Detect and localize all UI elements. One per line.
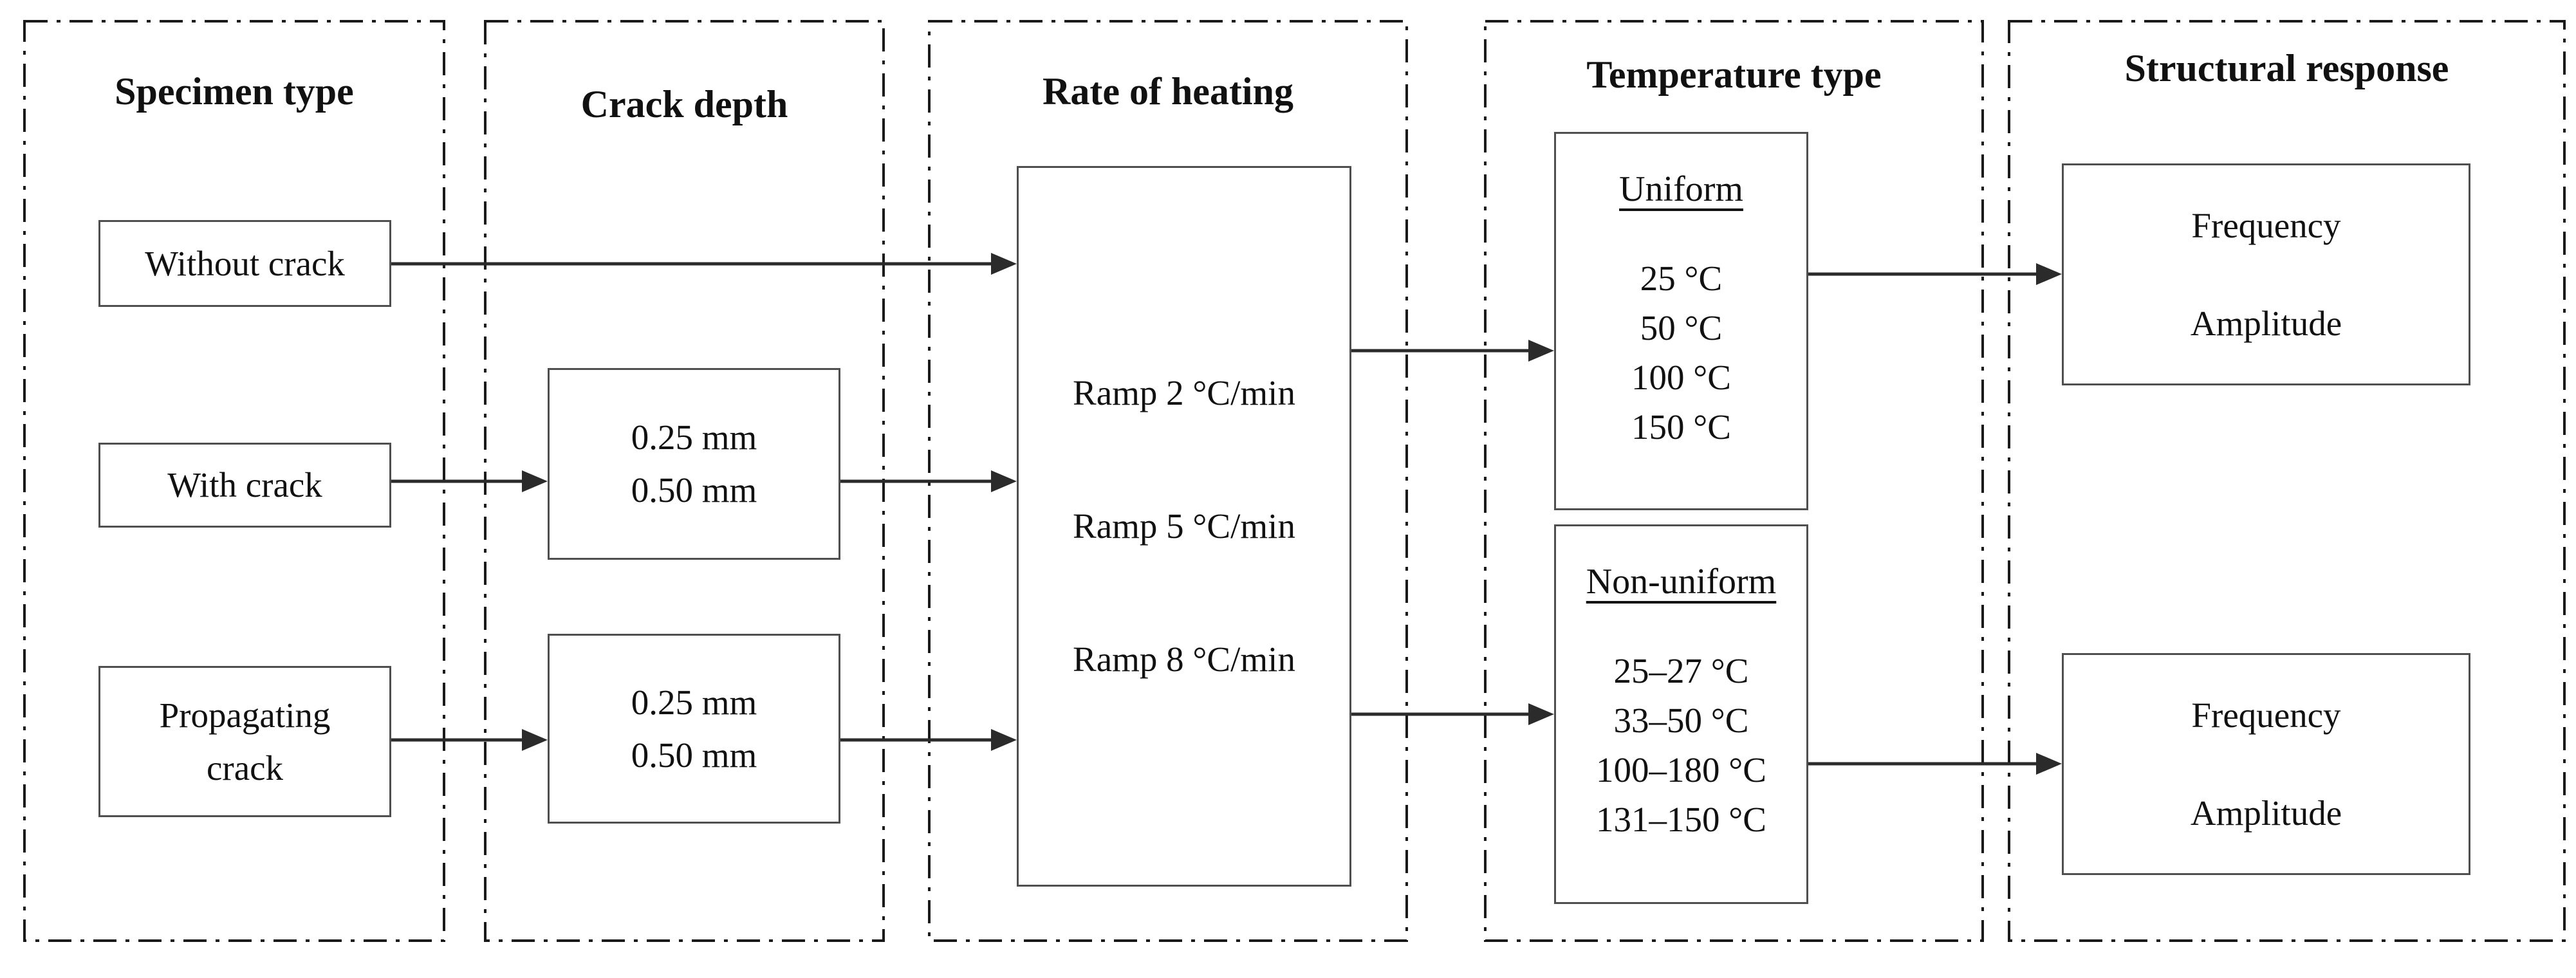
non-uniform-temp-3: 100–180 °C (1596, 750, 1766, 789)
arrowhead-icon (1528, 703, 1554, 725)
response-1-amplitude: Amplitude (2190, 303, 2342, 343)
uniform-temp-100: 100 °C (1631, 358, 1731, 397)
ramp-8-label: Ramp 8 °C/min (1073, 640, 1295, 679)
propagating-crack-box: Propagating crack (98, 666, 391, 817)
response-2-amplitude: Amplitude (2190, 793, 2342, 833)
crack-depth-box-1: 0.25 mm 0.50 mm (548, 368, 840, 560)
propagating-crack-label: Propagating crack (159, 695, 331, 788)
non-uniform-temp-4: 131–150 °C (1596, 800, 1766, 839)
specimen-type-title: Specimen type (115, 70, 354, 113)
rate-of-heating-panel-border (928, 20, 1408, 942)
response-1-frequency: Frequency (2191, 205, 2341, 245)
arrowhead-icon (991, 470, 1017, 492)
response-box-2: Frequency Amplitude (2062, 653, 2470, 875)
arrowhead-icon (522, 470, 548, 492)
non-uniform-heading: Non-uniform (1586, 562, 1777, 602)
without-crack-label: Without crack (145, 243, 345, 283)
non-uniform-temp-1: 25–27 °C (1613, 651, 1749, 690)
arrowhead-icon (522, 729, 548, 751)
ramp-2-label: Ramp 2 °C/min (1073, 373, 1295, 412)
without-crack-box: Without crack (98, 220, 391, 307)
structural-response-title: Structural response (2124, 47, 2449, 89)
non-uniform-temp-2: 33–50 °C (1613, 701, 1749, 740)
crack-depth-2-line-1: 0.25 mm (631, 682, 757, 722)
arrowhead-icon (1528, 340, 1554, 362)
uniform-temp-50: 50 °C (1640, 308, 1723, 347)
arrowhead-icon (2036, 263, 2062, 285)
non-uniform-temperature-box: Non-uniform 25–27 °C 33–50 °C 100–180 °C… (1554, 524, 1808, 904)
with-crack-box: With crack (98, 443, 391, 528)
with-crack-label: With crack (167, 465, 322, 504)
crack-depth-1-line-1: 0.25 mm (631, 418, 757, 457)
uniform-temp-150: 150 °C (1631, 407, 1731, 447)
uniform-heading: Uniform (1619, 169, 1743, 209)
structural-response-panel-border (2008, 20, 2566, 942)
arrowhead-icon (991, 729, 1017, 751)
temperature-type-title: Temperature type (1586, 53, 1882, 96)
crack-depth-box-2: 0.25 mm 0.50 mm (548, 634, 840, 824)
ramp-5-label: Ramp 5 °C/min (1073, 506, 1295, 546)
uniform-temperature-box: Uniform 25 °C 50 °C 100 °C 150 °C (1554, 132, 1808, 510)
crack-depth-1-line-2: 0.50 mm (631, 470, 757, 510)
crack-depth-2-line-2: 0.50 mm (631, 735, 757, 775)
arrowhead-icon (991, 253, 1017, 275)
uniform-temp-25: 25 °C (1640, 259, 1723, 298)
arrowhead-icon (2036, 753, 2062, 775)
response-2-frequency: Frequency (2191, 695, 2341, 735)
response-box-1: Frequency Amplitude (2062, 163, 2470, 385)
rate-of-heating-title: Rate of heating (1042, 70, 1293, 113)
specimen-panel-border (23, 20, 445, 942)
temperature-panel-border (1484, 20, 1984, 942)
crack-depth-title: Crack depth (580, 83, 788, 125)
rate-of-heating-box: Ramp 2 °C/min Ramp 5 °C/min Ramp 8 °C/mi… (1017, 166, 1351, 887)
